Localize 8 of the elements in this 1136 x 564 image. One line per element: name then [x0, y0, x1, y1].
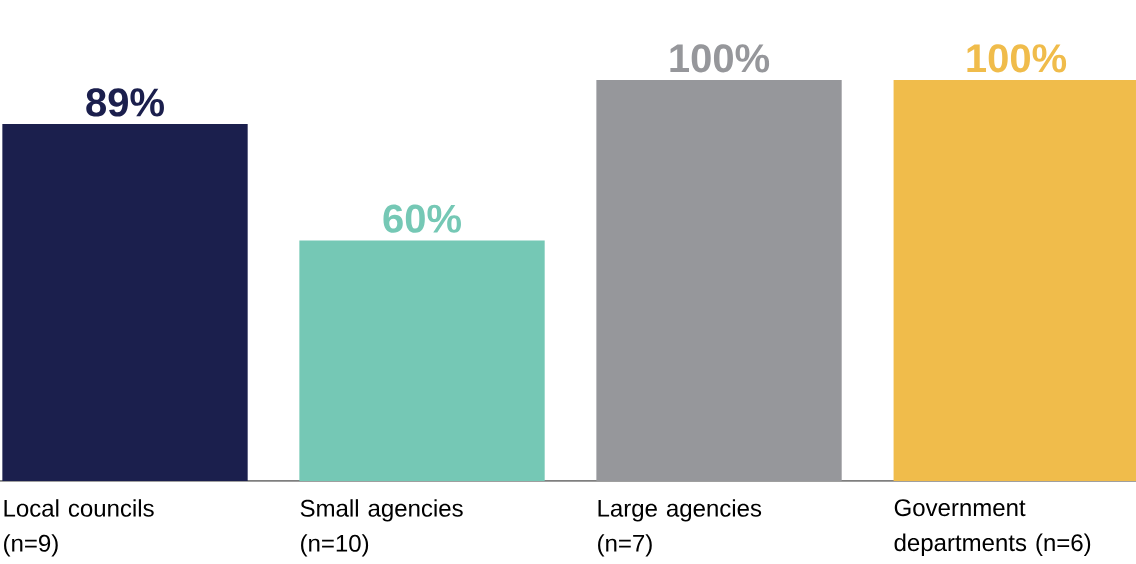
- x-tick-label: Government departments (n=6): [894, 499, 1091, 556]
- data-label: 60%: [383, 204, 461, 233]
- data-label: 100%: [670, 44, 770, 73]
- data-label: 100%: [967, 44, 1067, 73]
- x-tick-label: Local councils (n=9): [4, 499, 154, 557]
- x-tick-label: Large agencies (n=7): [598, 499, 762, 557]
- x-tick-label: Small agencies (n=10): [300, 499, 463, 557]
- data-label: 89%: [86, 88, 164, 117]
